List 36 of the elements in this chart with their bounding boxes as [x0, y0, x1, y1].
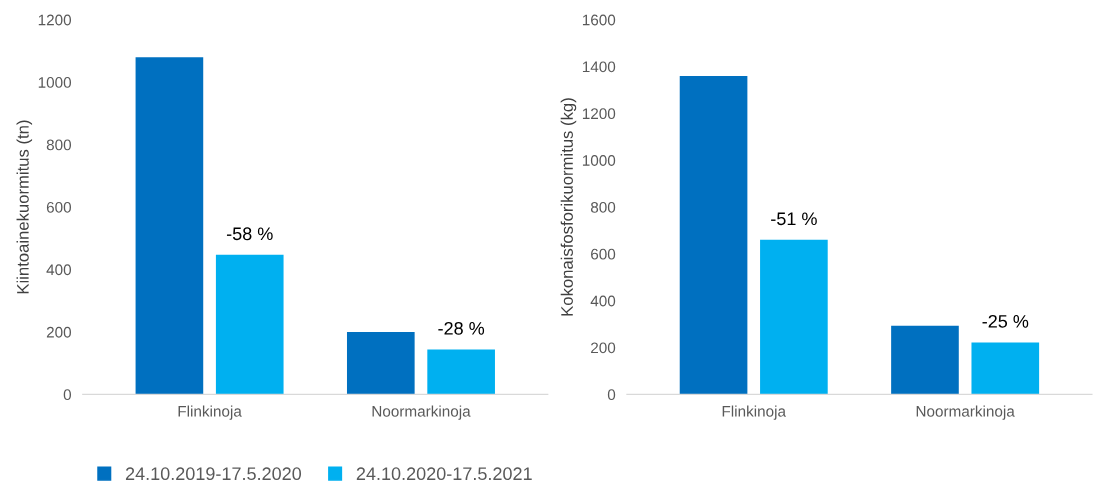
y-tick-label: 1000 — [582, 155, 616, 166]
y-tick-label: 800 — [590, 201, 616, 213]
y-tick-label: 1000 — [38, 77, 72, 88]
bar — [971, 342, 1040, 395]
y-tick-label: 600 — [591, 248, 616, 260]
y-tick-label: 600 — [46, 201, 72, 213]
y-axis-title: Kiintoainekuormitus (tn) — [16, 120, 33, 294]
bar — [760, 239, 828, 395]
y-tick-label: 1600 — [582, 14, 616, 26]
annotation: -58 % — [226, 227, 273, 241]
y-tick-label: 400 — [590, 295, 616, 307]
y-tick-label: 1200 — [582, 108, 616, 120]
y-tick-label: 800 — [46, 139, 72, 151]
y-tick-label: 0 — [63, 389, 72, 401]
y-tick-label: 1400 — [582, 61, 616, 73]
x-tick-label: Flinkinoja — [722, 405, 786, 420]
annotation: -25 % — [982, 314, 1029, 328]
bar — [135, 57, 204, 395]
y-tick-label: 400 — [46, 264, 72, 276]
bar — [215, 254, 284, 395]
y-axis-title: Kokonaisfosforikuormitus (kg) — [560, 98, 577, 316]
bar — [891, 325, 959, 395]
x-tick-label: Noormarkinoja — [372, 405, 471, 420]
bar — [679, 75, 748, 395]
legend-label: 24.10.2019-17.5.2020 — [125, 467, 302, 481]
annotation: -51 % — [771, 212, 817, 226]
x-tick-label: Noormarkinoja — [916, 405, 1015, 420]
y-tick-label: 1200 — [38, 14, 72, 26]
legend-label: 24.10.2020-17.5.2021 — [356, 467, 532, 481]
bar — [346, 331, 415, 395]
y-tick-label: 0 — [607, 389, 616, 401]
annotation: -28 % — [438, 321, 485, 335]
x-tick-label: Flinkinoja — [178, 405, 242, 420]
bar — [427, 349, 495, 395]
y-tick-label: 200 — [46, 326, 72, 338]
y-tick-label: 200 — [591, 342, 616, 354]
